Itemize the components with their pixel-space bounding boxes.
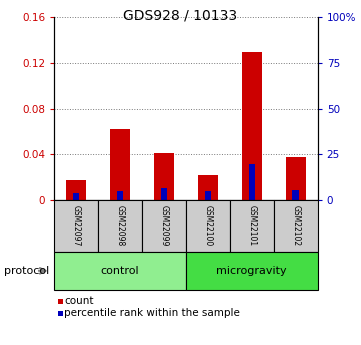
Bar — [292, 190, 299, 200]
Text: GSM22102: GSM22102 — [291, 205, 300, 247]
Bar — [154, 153, 174, 200]
Text: percentile rank within the sample: percentile rank within the sample — [64, 308, 240, 318]
Bar — [248, 164, 255, 200]
Text: GSM22098: GSM22098 — [116, 205, 125, 247]
Text: control: control — [101, 266, 139, 276]
Text: GSM22099: GSM22099 — [160, 205, 169, 247]
Text: GSM22101: GSM22101 — [247, 205, 256, 247]
Bar — [161, 188, 167, 200]
Text: GSM22097: GSM22097 — [71, 205, 81, 247]
Bar — [198, 175, 218, 200]
Bar — [110, 129, 130, 200]
Text: count: count — [64, 296, 93, 306]
Bar — [205, 191, 211, 200]
Bar — [242, 51, 262, 200]
Text: microgravity: microgravity — [217, 266, 287, 276]
Bar — [66, 179, 86, 200]
Bar — [117, 191, 123, 200]
Text: GSM22100: GSM22100 — [203, 205, 212, 247]
Bar — [286, 157, 306, 200]
Text: protocol: protocol — [4, 266, 49, 276]
Text: GDS928 / 10133: GDS928 / 10133 — [123, 9, 238, 23]
Bar — [73, 193, 79, 200]
